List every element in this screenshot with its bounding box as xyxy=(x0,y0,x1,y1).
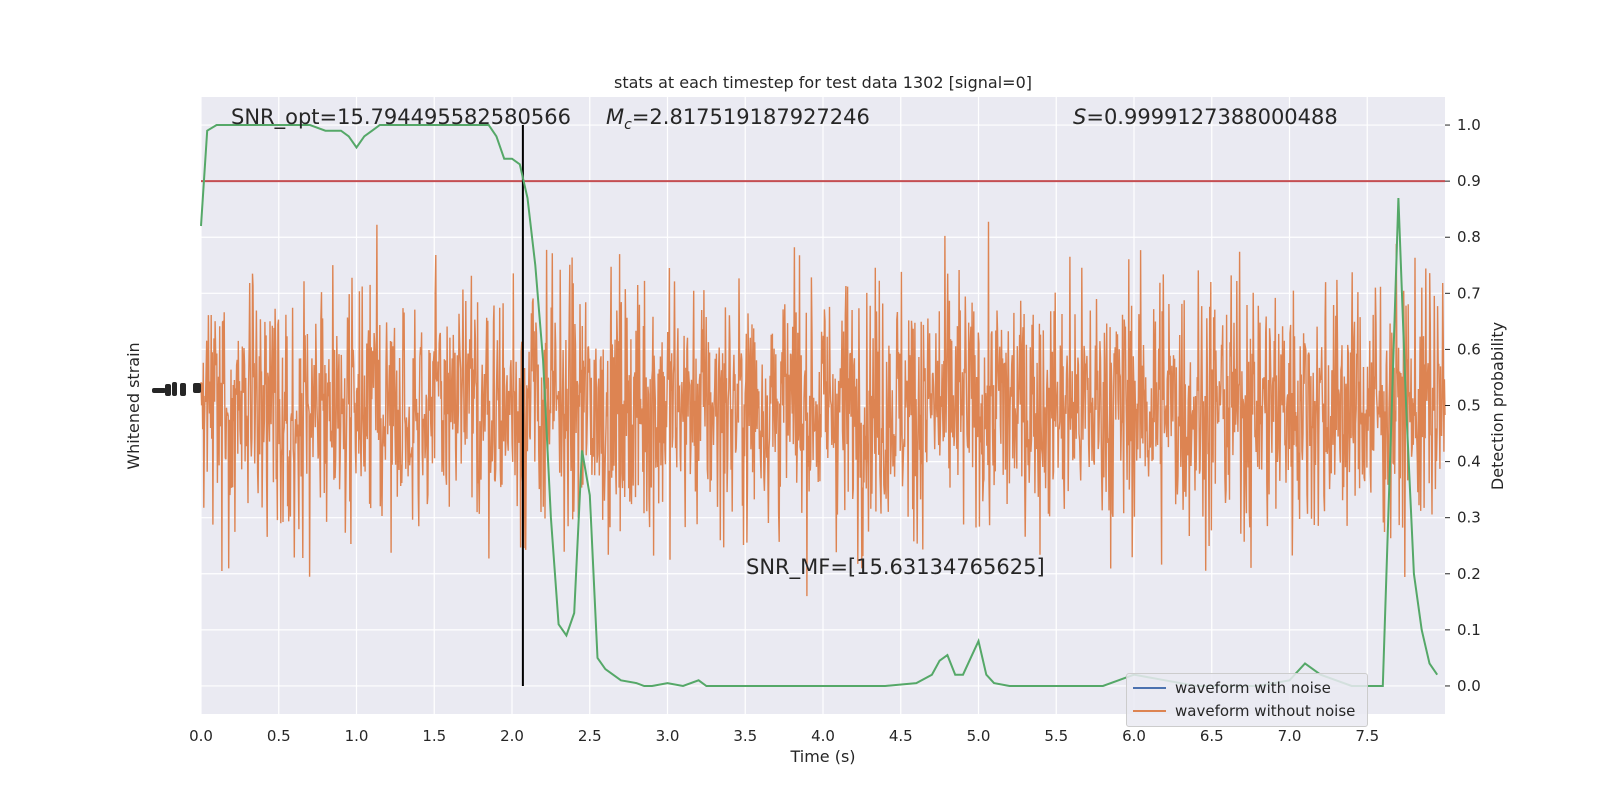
x-tick-label: 3.5 xyxy=(733,727,757,745)
chirp-mass-symbol: M xyxy=(606,105,624,129)
y-tick-label: 0.1 xyxy=(1457,621,1481,639)
x-tick-label: 0.5 xyxy=(267,727,291,745)
x-tick-label: 0.0 xyxy=(189,727,213,745)
s-annotation: S=0.9999127388000488 xyxy=(1073,105,1338,129)
x-tick-label: 6.0 xyxy=(1122,727,1146,745)
s-value: =0.9999127388000488 xyxy=(1086,105,1337,129)
x-tick-label: 6.5 xyxy=(1200,727,1224,745)
waveform-without-noise-line xyxy=(200,221,1446,597)
legend-swatch-with-noise xyxy=(1133,687,1166,689)
legend-item-without-noise: waveform without noise xyxy=(1133,701,1355,721)
x-axis-label: Time (s) xyxy=(789,747,855,766)
y-tick-label: 0.4 xyxy=(1457,453,1481,471)
legend: waveform with noise waveform without noi… xyxy=(1126,673,1368,727)
y-tick-label: 0.5 xyxy=(1457,397,1481,415)
y-tick-label: 0.8 xyxy=(1457,228,1481,246)
y-tick-label: 1.0 xyxy=(1457,116,1481,134)
left-tick-blob xyxy=(165,384,171,396)
x-tick-label: 1.5 xyxy=(422,727,446,745)
left-tick-blob xyxy=(180,383,186,396)
chirp-mass-value: =2.817519187927246 xyxy=(632,105,870,129)
left-tick-blob xyxy=(193,383,201,393)
y-ticks-right: 0.0 0.1 0.2 0.3 0.4 0.5 0.6 0.7 0.8 0.9 1.0 xyxy=(1445,116,1481,695)
y-tick-label: 0.0 xyxy=(1457,677,1481,695)
left-tick-blob xyxy=(172,382,177,396)
chirp-mass-subscript: c xyxy=(624,117,632,133)
y-tick-label: 0.6 xyxy=(1457,340,1481,358)
x-ticks: 0.0 0.5 1.0 1.5 2.0 2.5 3.0 3.5 4.0 4.5 5.0 5.5 6.0 6… xyxy=(189,727,1379,745)
legend-label-without-noise: waveform without noise xyxy=(1175,702,1356,720)
x-tick-label: 4.0 xyxy=(811,727,835,745)
left-tick-blob xyxy=(152,388,166,393)
y-tick-label: 0.7 xyxy=(1457,284,1481,302)
x-tick-label: 1.0 xyxy=(345,727,369,745)
y-tick-label: 0.3 xyxy=(1457,509,1481,527)
y-axis-label-left: Whitened strain xyxy=(124,342,143,469)
x-tick-label: 5.5 xyxy=(1044,727,1068,745)
y-tick-label: 0.2 xyxy=(1457,565,1481,583)
snr-mf-annotation: SNR_MF=[15.63134765625] xyxy=(746,555,1045,580)
chart-title: stats at each timestep for test data 130… xyxy=(614,73,1032,92)
y-tick-label: 0.9 xyxy=(1457,172,1481,190)
x-tick-label: 7.0 xyxy=(1278,727,1302,745)
left-axis-ticks xyxy=(152,382,201,396)
legend-swatch-without-noise xyxy=(1133,710,1166,712)
x-tick-label: 2.5 xyxy=(578,727,602,745)
x-tick-label: 2.0 xyxy=(500,727,524,745)
x-tick-label: 5.0 xyxy=(967,727,991,745)
snr-opt-annotation: SNR_opt=15.794495582580566 xyxy=(231,105,571,130)
x-tick-label: 4.5 xyxy=(889,727,913,745)
y-axis-label-right: Detection probability xyxy=(1488,322,1507,490)
legend-item-with-noise: waveform with noise xyxy=(1133,678,1331,698)
s-symbol: S xyxy=(1073,105,1086,129)
x-tick-label: 3.0 xyxy=(656,727,680,745)
x-tick-label: 7.5 xyxy=(1355,727,1379,745)
waveform-without-noise-trace xyxy=(200,221,1446,597)
legend-label-with-noise: waveform with noise xyxy=(1175,679,1331,697)
chirp-mass-annotation: Mc=2.817519187927246 xyxy=(606,105,870,133)
